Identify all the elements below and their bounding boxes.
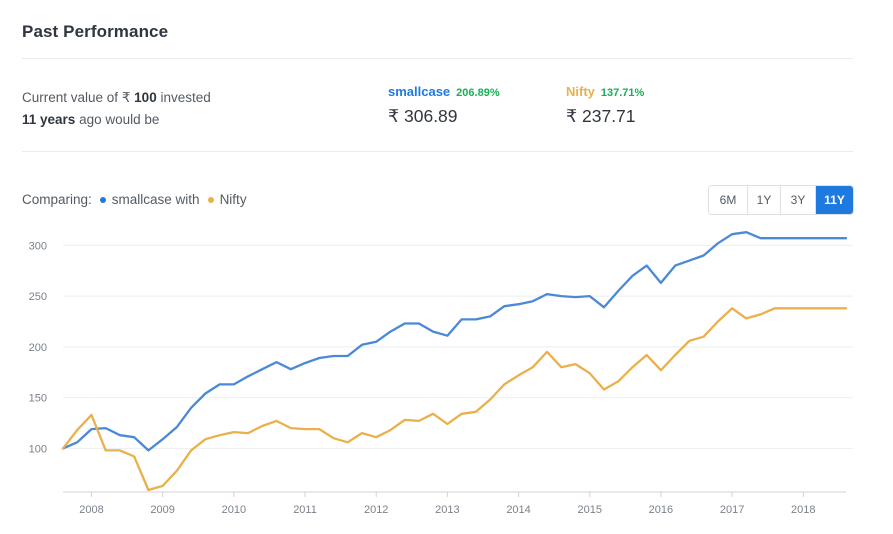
comparing-series-b: Nifty (219, 192, 247, 207)
series-line-nifty (61, 307, 848, 492)
nifty-return: 137.71% (600, 87, 645, 99)
y-tick-label: 100 (29, 443, 47, 455)
period-1y-button[interactable]: 1Y (748, 186, 781, 214)
nifty-value: ₹ 237.71 (566, 106, 636, 126)
y-tick-label: 150 (29, 393, 47, 405)
investment-summary: Current value of ₹ 100 invested 11 years… (22, 87, 211, 131)
x-tick-label: 2009 (150, 504, 174, 516)
nifty-label: Nifty (566, 84, 595, 99)
divider (22, 151, 853, 152)
smallcase-value: ₹ 306.89 (388, 106, 458, 126)
x-tick-label: 2018 (791, 504, 815, 516)
x-tick-label: 2011 (293, 504, 317, 516)
comparing-label: Comparing: (22, 192, 92, 207)
series-line-smallcase (61, 231, 848, 452)
x-tick-label: 2016 (649, 504, 673, 516)
page-title: Past Performance (22, 22, 169, 41)
summary-line-1: Current value of ₹ 100 invested (22, 90, 211, 105)
nifty-dot-icon (207, 196, 214, 203)
y-tick-label: 300 (29, 240, 47, 252)
y-tick-label: 200 (29, 342, 47, 354)
x-tick-label: 2013 (435, 504, 459, 516)
smallcase-stat: smallcase 206.89% ₹ 306.89 (388, 84, 500, 127)
smallcase-return: 206.89% (456, 87, 500, 99)
period-11y-button[interactable]: 11Y (816, 186, 853, 214)
divider (22, 58, 853, 59)
x-tick-label: 2008 (79, 504, 103, 516)
comparing-legend: Comparing: smallcase with Nifty (22, 192, 247, 207)
nifty-stat: Nifty 137.71% ₹ 237.71 (566, 84, 644, 127)
x-tick-label: 2010 (222, 504, 246, 516)
period-6m-button[interactable]: 6M (709, 186, 748, 214)
period-selector: 6M 1Y 3Y 11Y (708, 185, 854, 215)
period-3y-button[interactable]: 3Y (781, 186, 816, 214)
summary-line-2: 11 years ago would be (22, 112, 160, 127)
comparing-series-a: smallcase with (111, 192, 200, 207)
y-tick-label: 250 (29, 291, 47, 303)
x-tick-label: 2014 (506, 504, 530, 516)
smallcase-dot-icon (99, 196, 106, 203)
x-tick-label: 2017 (720, 504, 744, 516)
x-tick-label: 2015 (578, 504, 602, 516)
x-tick-label: 2012 (364, 504, 388, 516)
smallcase-label: smallcase (388, 84, 451, 99)
